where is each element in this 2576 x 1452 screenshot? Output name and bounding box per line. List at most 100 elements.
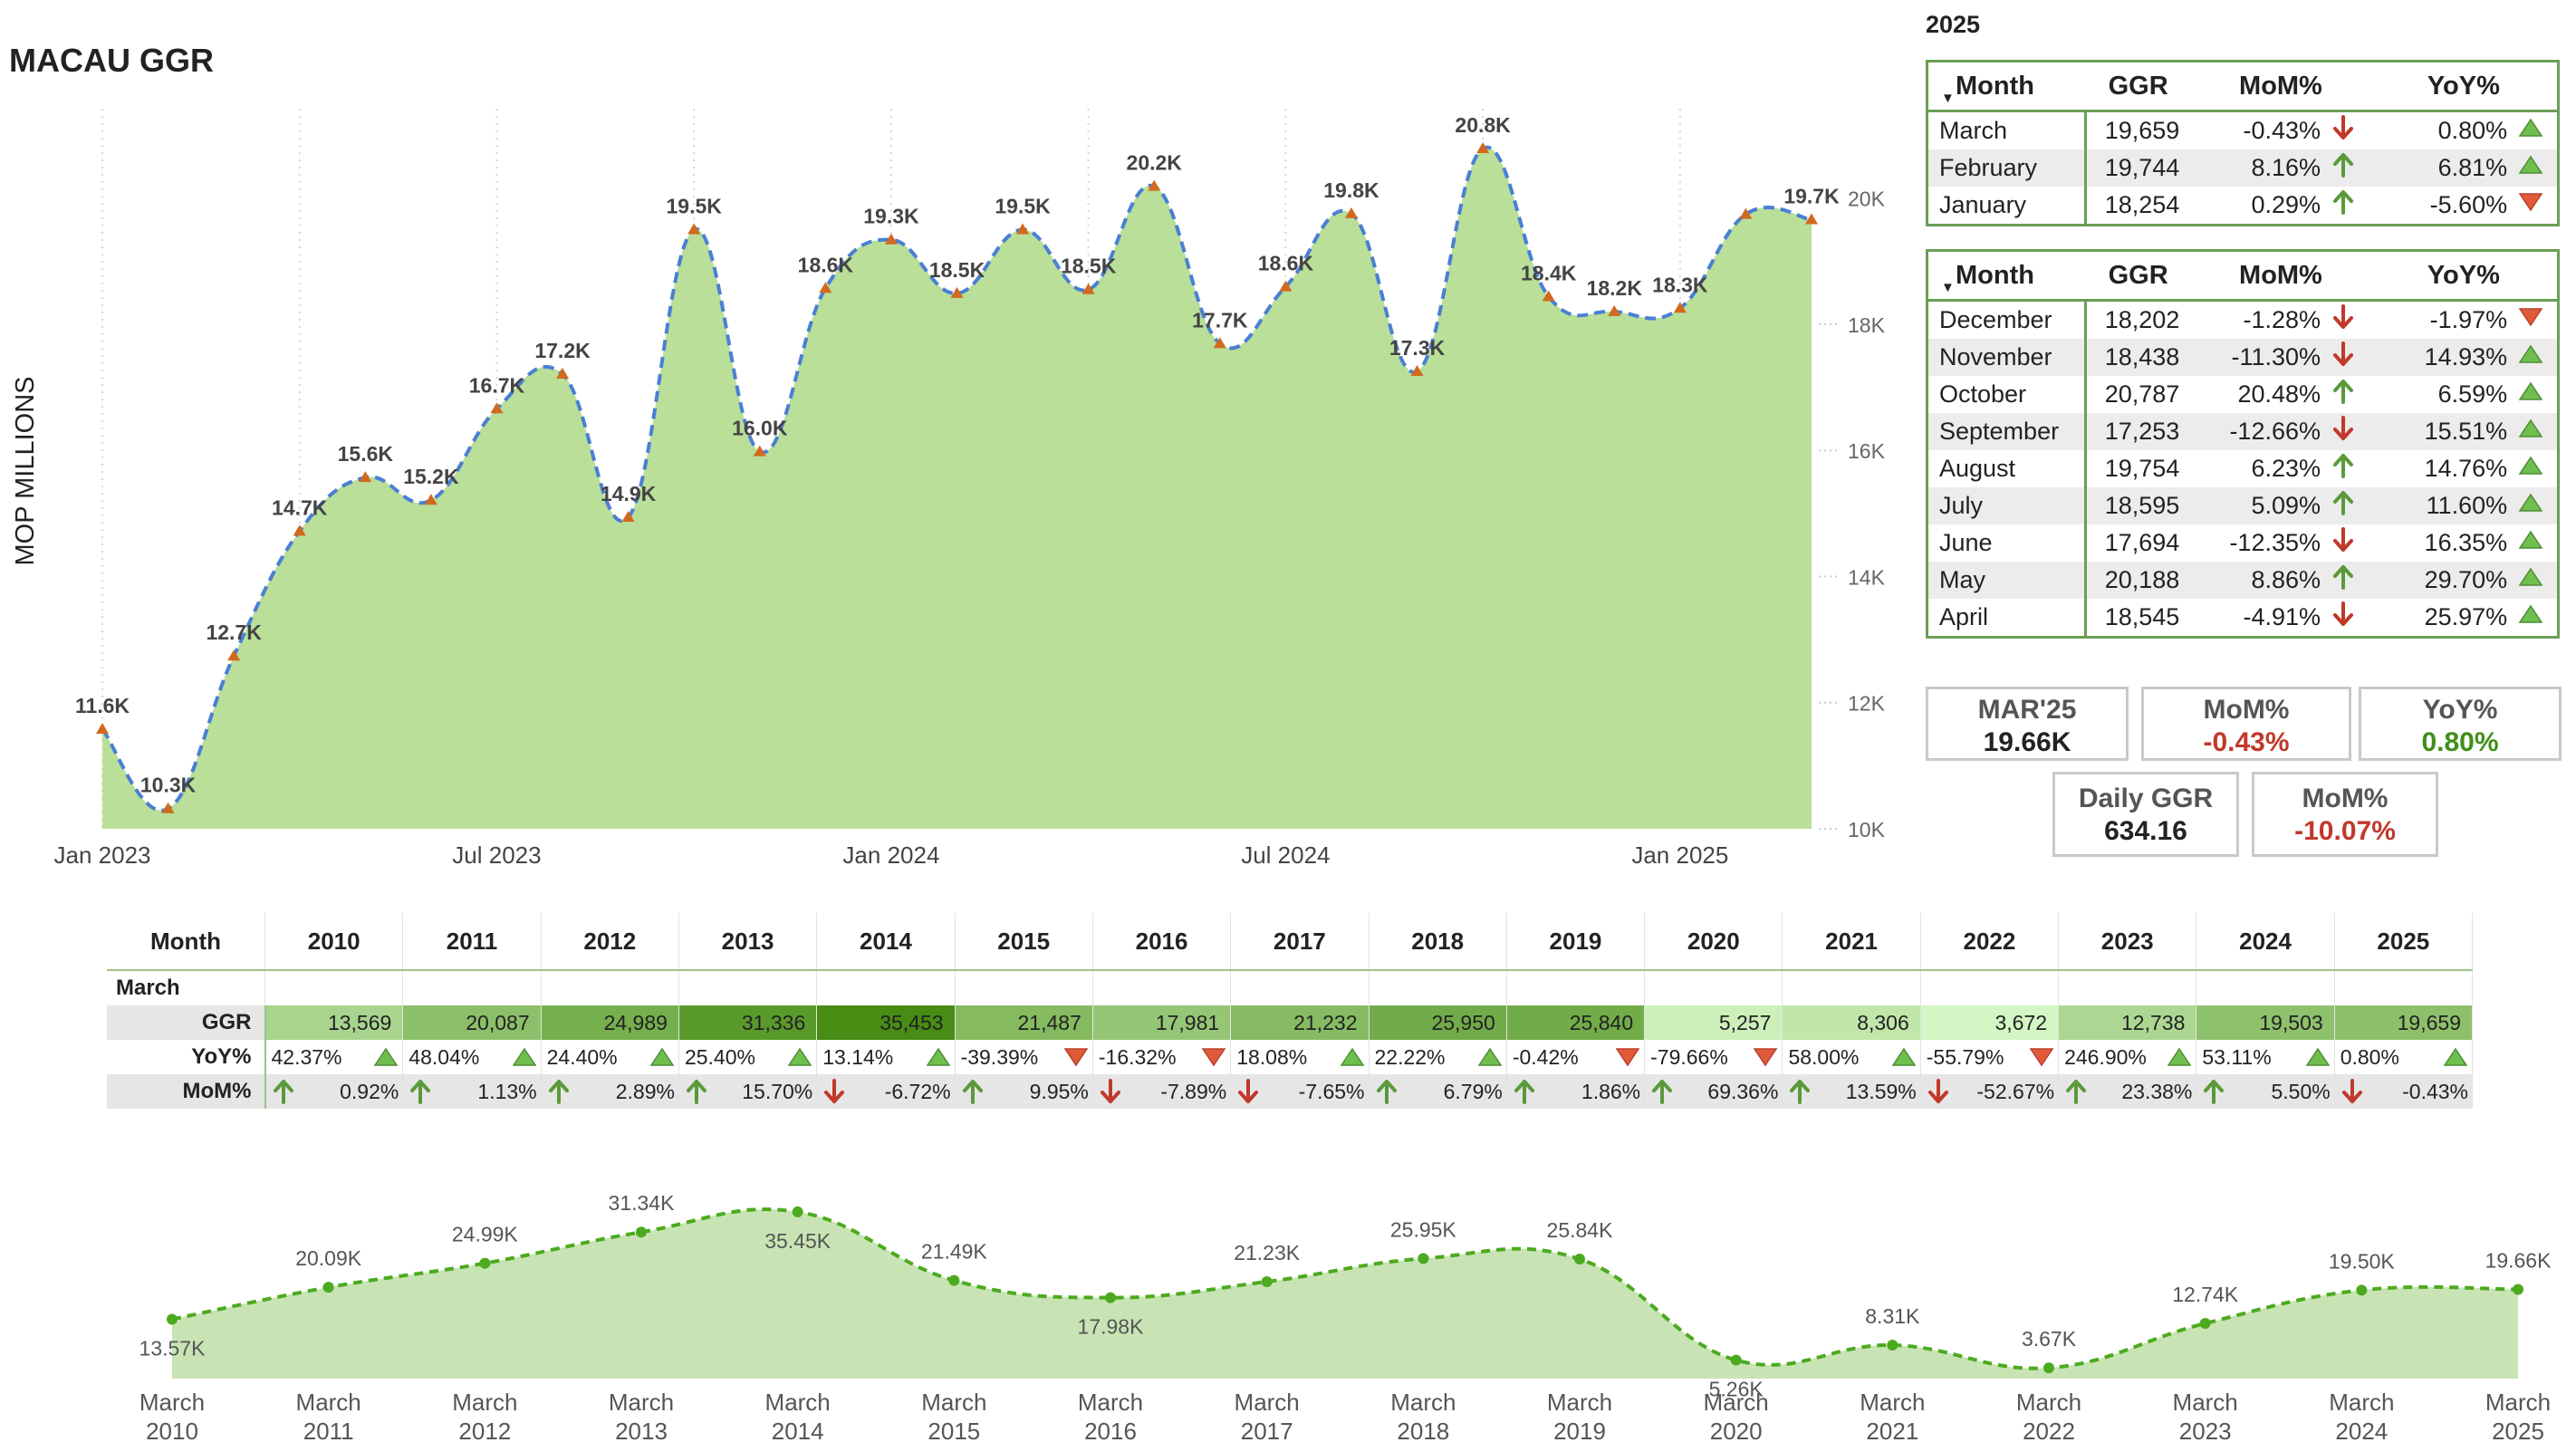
mom-indicator bbox=[2328, 450, 2370, 487]
data-label: 16.7K bbox=[469, 373, 525, 397]
mom-column-header[interactable]: MoM% bbox=[2239, 71, 2322, 101]
table-row[interactable]: February 19,744 8.16% 6.81% bbox=[1928, 149, 2557, 187]
yoy-cell: 25.97% bbox=[2424, 603, 2508, 630]
y-axis: 10K 12K 14K 16K 18K 20K bbox=[1819, 188, 1886, 841]
yoy-cell: -5.60% bbox=[2429, 191, 2508, 218]
mom-cell: 5.09% bbox=[2191, 487, 2329, 524]
data-marker bbox=[1410, 365, 1424, 377]
year-column-header[interactable]: 2012 bbox=[541, 913, 679, 970]
data-label: 18.2K bbox=[1587, 276, 1643, 300]
year-column-header[interactable]: 2011 bbox=[402, 913, 542, 970]
table-row[interactable]: January 18,254 0.29% -5.60% bbox=[1928, 187, 2557, 224]
triangle-up-icon bbox=[2518, 381, 2543, 400]
year-column-header[interactable]: 2019 bbox=[1506, 913, 1646, 970]
yoy-cell: 16.35% bbox=[2424, 529, 2508, 556]
table-row[interactable]: October 20,787 20.48% 6.59% bbox=[1928, 376, 2557, 413]
data-label: 14.7K bbox=[272, 495, 328, 519]
ggr-cell: 18,595 bbox=[2085, 487, 2192, 524]
ggr-column-header[interactable]: GGR bbox=[2108, 260, 2168, 290]
year-column-header[interactable]: 2022 bbox=[1920, 913, 2060, 970]
ggr-cell: 31,336 bbox=[678, 1005, 818, 1040]
x-tick-label: Jul 2024 bbox=[1241, 841, 1330, 869]
month-column-header[interactable]: Month ▼ bbox=[1941, 260, 2034, 296]
triangle-up-icon bbox=[373, 1047, 399, 1066]
ggr-cell: 5,257 bbox=[1644, 1005, 1783, 1040]
yoy-column-header[interactable]: YoY% bbox=[2427, 71, 2500, 101]
data-point bbox=[948, 1274, 960, 1286]
month-column-header[interactable]: Month ▼ bbox=[1941, 71, 2034, 107]
year-column-header[interactable]: 2020 bbox=[1644, 913, 1783, 970]
ggr-cell: 25,840 bbox=[1506, 1005, 1646, 1040]
data-label: 35.45K bbox=[764, 1229, 831, 1253]
arrow-up-icon bbox=[2333, 454, 2354, 478]
data-label: 20.09K bbox=[295, 1246, 362, 1270]
year-column-header[interactable]: 2010 bbox=[264, 913, 404, 970]
x-tick-label: 2022 bbox=[2023, 1418, 2075, 1445]
arrow-up-icon bbox=[2333, 565, 2354, 590]
year-column-header[interactable]: 2016 bbox=[1092, 913, 1232, 970]
data-label: 3.67K bbox=[2022, 1327, 2077, 1351]
year-column-header[interactable]: 2018 bbox=[1369, 913, 1507, 970]
ggr-area bbox=[102, 147, 1812, 830]
card-title: Daily GGR bbox=[2078, 784, 2214, 813]
year-column-header[interactable]: 2013 bbox=[678, 913, 818, 970]
year-column-header[interactable]: 2024 bbox=[2196, 913, 2335, 970]
ggr-cell: 21,232 bbox=[1230, 1005, 1370, 1040]
year-column-header[interactable]: 2015 bbox=[955, 913, 1093, 970]
triangle-up-icon bbox=[926, 1047, 950, 1066]
table-row[interactable]: July 18,595 5.09% 11.60% bbox=[1928, 487, 2557, 524]
table-row[interactable]: June 17,694 -12.35% 16.35% bbox=[1928, 524, 2557, 562]
row-label-ggr: GGR bbox=[107, 1005, 266, 1040]
data-point bbox=[1574, 1254, 1585, 1265]
month-column-header[interactable]: Month bbox=[107, 913, 265, 970]
arrow-down-icon bbox=[1238, 1079, 1259, 1103]
data-point bbox=[2043, 1362, 2054, 1374]
mom-cell: -7.89% bbox=[1092, 1074, 1232, 1109]
mom-cell: 1.13% bbox=[402, 1074, 542, 1109]
year-column-header[interactable]: 2017 bbox=[1230, 913, 1370, 970]
x-tick-label: 2013 bbox=[615, 1418, 668, 1445]
table-row[interactable]: May 20,188 8.86% 29.70% bbox=[1928, 562, 2557, 599]
table-row[interactable]: September 17,253 -12.66% 15.51% bbox=[1928, 413, 2557, 450]
ggr-column-header[interactable]: GGR bbox=[2108, 71, 2168, 101]
ggr-cell: 18,438 bbox=[2085, 339, 2192, 376]
data-label: 19.3K bbox=[863, 205, 919, 228]
year-column-header[interactable]: 2014 bbox=[816, 913, 956, 970]
mom-cell: 8.16% bbox=[2191, 149, 2329, 187]
data-point bbox=[167, 1313, 178, 1325]
data-label: 17.7K bbox=[1192, 308, 1248, 332]
mom-indicator bbox=[2328, 339, 2370, 376]
mom-cell: 5.50% bbox=[2196, 1074, 2335, 1109]
arrow-down-icon bbox=[824, 1079, 845, 1103]
yoy-cell: -0.42% bbox=[1506, 1040, 1646, 1074]
ggr-series-line bbox=[101, 145, 1812, 813]
x-tick-label: 2018 bbox=[1397, 1418, 1449, 1445]
ggr-cell: 20,087 bbox=[402, 1005, 542, 1040]
data-point bbox=[2199, 1317, 2211, 1329]
year-column-header[interactable]: 2025 bbox=[2334, 913, 2474, 970]
month-cell: November bbox=[1928, 339, 2087, 376]
yoy-value: -16.32% bbox=[1098, 1044, 1177, 1069]
yoy-indicator bbox=[2514, 301, 2557, 340]
table-row[interactable]: March 19,659 -0.43% 0.80% bbox=[1928, 111, 2557, 149]
x-tick-label: 2016 bbox=[1084, 1418, 1137, 1445]
x-tick-label: March bbox=[1860, 1389, 1925, 1416]
table-row[interactable]: December 18,202 -1.28% -1.97% bbox=[1928, 300, 2557, 340]
data-marker bbox=[161, 802, 175, 813]
year-column-header[interactable]: 2023 bbox=[2058, 913, 2197, 970]
arrow-up-icon bbox=[410, 1080, 431, 1104]
mom-column-header[interactable]: MoM% bbox=[2239, 260, 2322, 290]
group-cell bbox=[541, 970, 679, 1005]
yoy-column-header[interactable]: YoY% bbox=[2427, 260, 2500, 290]
yearly-points bbox=[167, 1206, 2523, 1374]
table-row[interactable]: August 19,754 6.23% 14.76% bbox=[1928, 450, 2557, 487]
card-value: 19.66K bbox=[1983, 727, 2071, 757]
table-row[interactable]: November 18,438 -11.30% 14.93% bbox=[1928, 339, 2557, 376]
year-column-header[interactable]: 2021 bbox=[1782, 913, 1921, 970]
ggr-cell: 18,202 bbox=[2104, 306, 2180, 333]
yoy-cell: 25.40% bbox=[678, 1040, 818, 1074]
table-row[interactable]: April 18,545 -4.91% 25.97% bbox=[1928, 599, 2557, 636]
yoy-value: 13.14% bbox=[822, 1044, 894, 1069]
yoy-cell: 0.80% bbox=[2437, 117, 2508, 144]
ggr-cell: 35,453 bbox=[816, 1005, 956, 1040]
